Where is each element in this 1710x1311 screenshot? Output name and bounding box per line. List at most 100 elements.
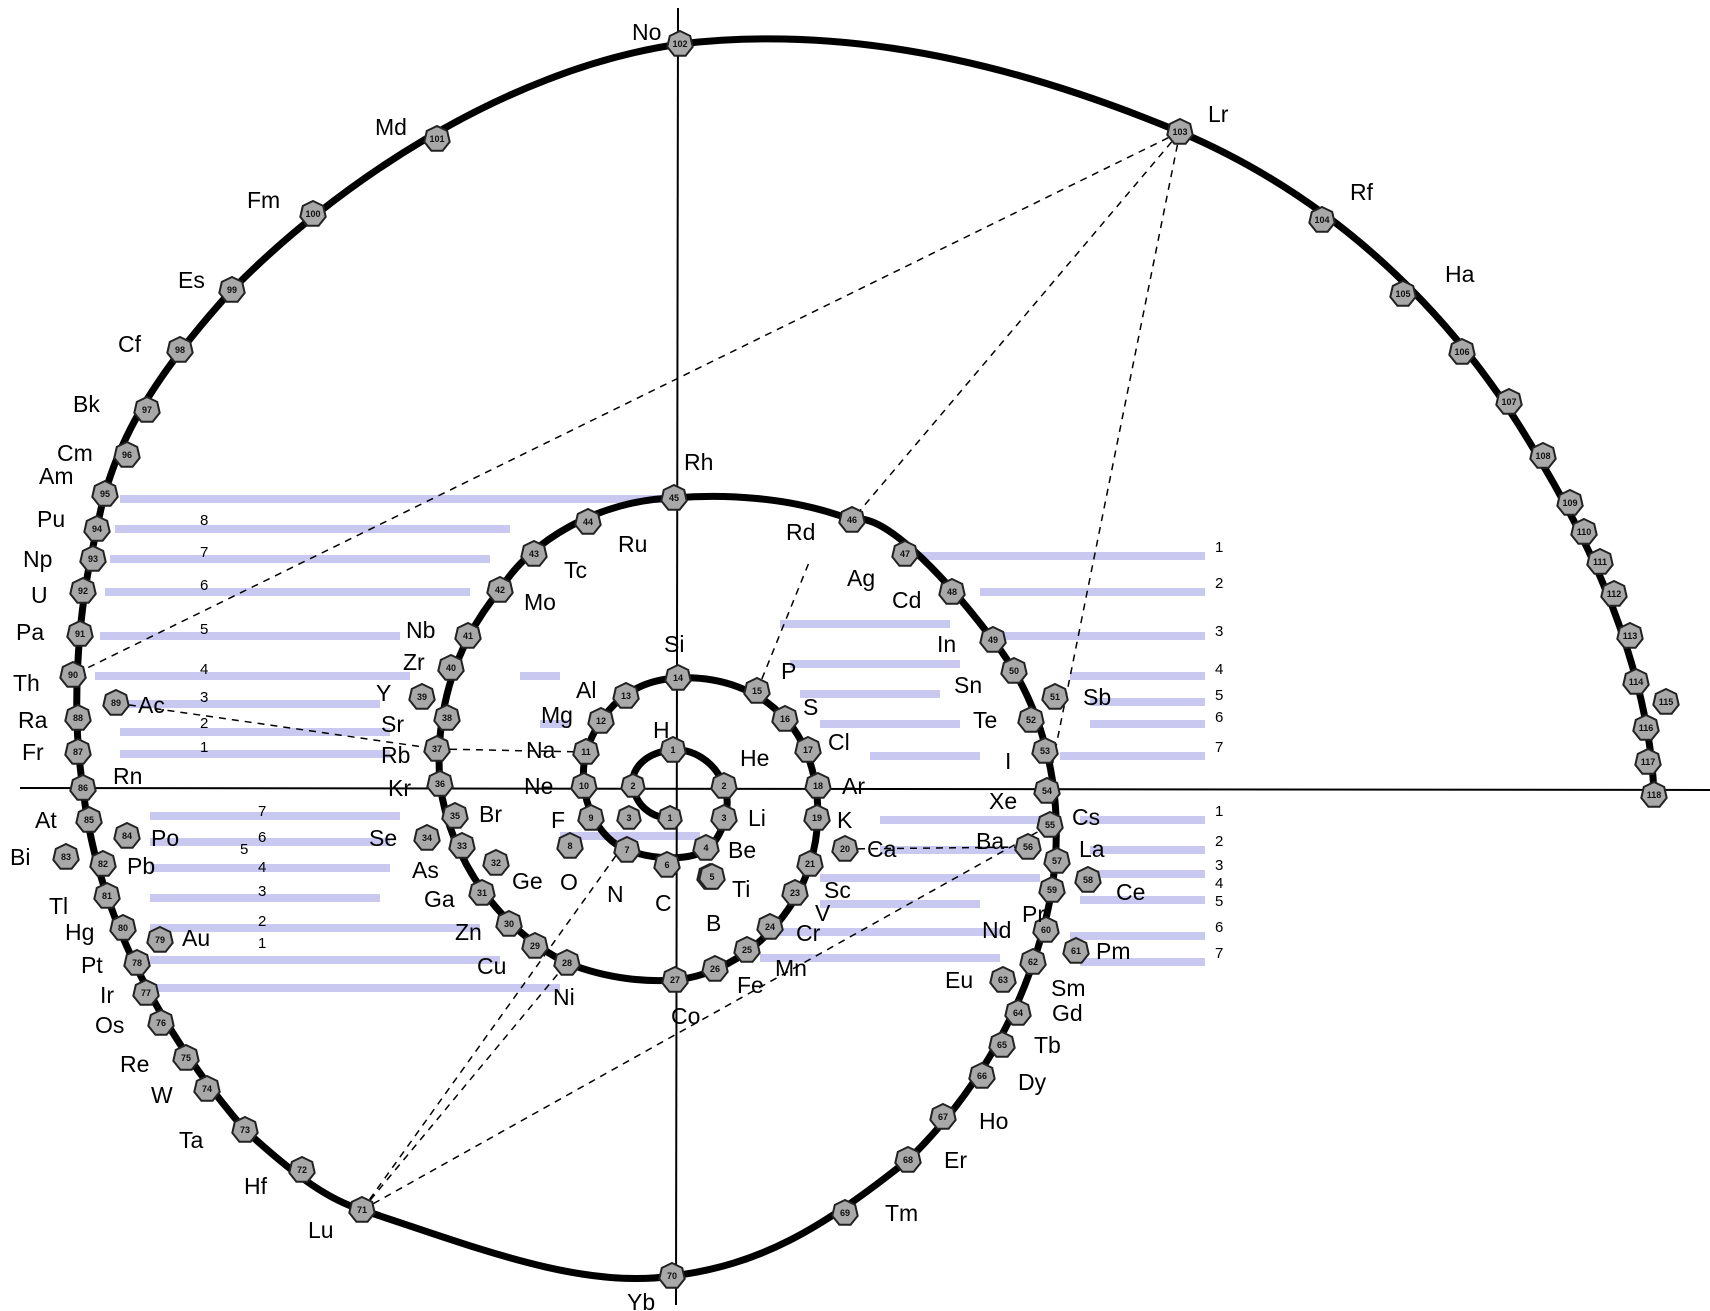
element-node-eu — [989, 965, 1017, 993]
element-node-in — [979, 625, 1007, 653]
element-node-ac — [102, 688, 130, 716]
atomic-number: 36 — [435, 779, 445, 789]
element-symbol-cd: Cd — [892, 587, 921, 613]
element-symbol-b: B — [706, 910, 721, 936]
atomic-number: 1 — [670, 745, 675, 755]
atomic-number: 46 — [847, 515, 857, 525]
element-node-b — [698, 862, 726, 890]
period-band — [760, 928, 1000, 936]
element-node-pt — [123, 948, 151, 976]
element-symbol-cm: Cm — [57, 440, 93, 466]
period-band — [820, 874, 1040, 882]
element-node-au — [146, 925, 174, 953]
atomic-number: 13 — [621, 691, 631, 701]
atomic-number: 92 — [78, 586, 88, 596]
atomic-number: 37 — [432, 744, 442, 754]
period-band — [150, 838, 390, 846]
element-symbol-si: Si — [664, 631, 684, 657]
element-node-sn — [1000, 656, 1028, 684]
element-symbol-lr: Lr — [1208, 101, 1229, 127]
element-symbol-th: Th — [13, 670, 40, 696]
atomic-number: 64 — [1013, 1008, 1023, 1018]
atomic-number: 33 — [457, 841, 467, 851]
atomic-number: 91 — [75, 629, 85, 639]
element-symbol-i: I — [1005, 748, 1011, 774]
atomic-number: 58 — [1083, 875, 1093, 885]
atomic-number: 10 — [579, 781, 589, 791]
element-node-xe — [1033, 776, 1061, 804]
element-symbol-f: F — [551, 807, 565, 833]
element-node-hg — [109, 913, 137, 941]
period-band — [1090, 698, 1205, 706]
element-symbol-ha: Ha — [1445, 261, 1475, 287]
atomic-number: 23 — [790, 888, 800, 898]
row-number: 6 — [1215, 709, 1223, 726]
row-number: 4 — [1215, 875, 1223, 892]
atomic-number: 78 — [132, 958, 142, 968]
element-symbol-sb: Sb — [1083, 684, 1111, 710]
period-band — [1090, 870, 1205, 878]
element-node-sb — [1041, 682, 1069, 710]
atomic-number: 112 — [1607, 589, 1622, 599]
element-node-fr — [64, 737, 92, 765]
dashed-line — [756, 559, 811, 692]
atomic-number: 11 — [581, 747, 591, 757]
atomic-number: 73 — [240, 1125, 250, 1135]
row-number: 3 — [1215, 623, 1223, 640]
element-node-107 — [1495, 387, 1523, 415]
atomic-number: 41 — [463, 631, 473, 641]
element-node-te — [1017, 705, 1045, 733]
atomic-number: 21 — [805, 859, 815, 869]
atomic-number: 40 — [446, 663, 456, 673]
row-number: 5 — [1215, 687, 1223, 704]
element-symbol-po: Po — [151, 825, 179, 851]
atomic-number: 9 — [588, 813, 593, 823]
period-band — [1080, 896, 1205, 904]
element-node-at — [75, 805, 103, 833]
atomic-number: 60 — [1041, 925, 1051, 935]
element-node-nb — [454, 621, 482, 649]
atomic-number: 77 — [141, 988, 151, 998]
element-symbol-y: Y — [376, 680, 391, 706]
element-node-mg — [587, 706, 615, 734]
element-symbol-s: S — [803, 694, 818, 720]
element-node-ho — [929, 1102, 957, 1130]
element-node-117 — [1634, 747, 1662, 775]
element-node-po — [113, 821, 141, 849]
atomic-number: 109 — [1562, 498, 1577, 508]
element-node-ge — [482, 848, 510, 876]
row-number: 5 — [200, 621, 208, 638]
dashed-line — [1046, 131, 1181, 792]
atomic-number: 49 — [988, 635, 998, 645]
row-number: 7 — [200, 544, 208, 561]
atomic-number: 93 — [88, 554, 98, 564]
row-number: 1 — [258, 935, 266, 952]
element-symbol-p: P — [781, 658, 796, 684]
element-symbol-la: La — [1079, 836, 1105, 862]
period-band — [150, 984, 560, 992]
row-number: 1 — [1215, 803, 1223, 820]
element-node-k — [803, 803, 831, 831]
element-node-cf — [166, 335, 194, 363]
element-nodes: 1021031011009998979695949392919089888786… — [52, 29, 1680, 1289]
period-band — [1060, 752, 1205, 760]
row-number: 5 — [240, 841, 248, 858]
element-node-rh — [660, 483, 688, 511]
element-node-118 — [1640, 780, 1668, 808]
element-symbol-fm: Fm — [247, 187, 280, 213]
element-symbol-kr: Kr — [388, 775, 411, 801]
period-band — [150, 864, 390, 872]
element-symbol-ru: Ru — [618, 531, 647, 557]
element-symbol-ti: Ti — [732, 876, 750, 902]
element-node-nd — [1032, 915, 1060, 943]
element-symbol-sm: Sm — [1051, 975, 1086, 1001]
element-node-ra — [64, 703, 92, 731]
period-band — [120, 495, 680, 503]
element-symbol-xe: Xe — [989, 788, 1017, 814]
element-node-br — [441, 801, 469, 829]
period-band — [110, 555, 490, 563]
period-band — [920, 552, 1205, 560]
element-node-s — [771, 704, 799, 732]
element-node-he — [710, 771, 738, 799]
